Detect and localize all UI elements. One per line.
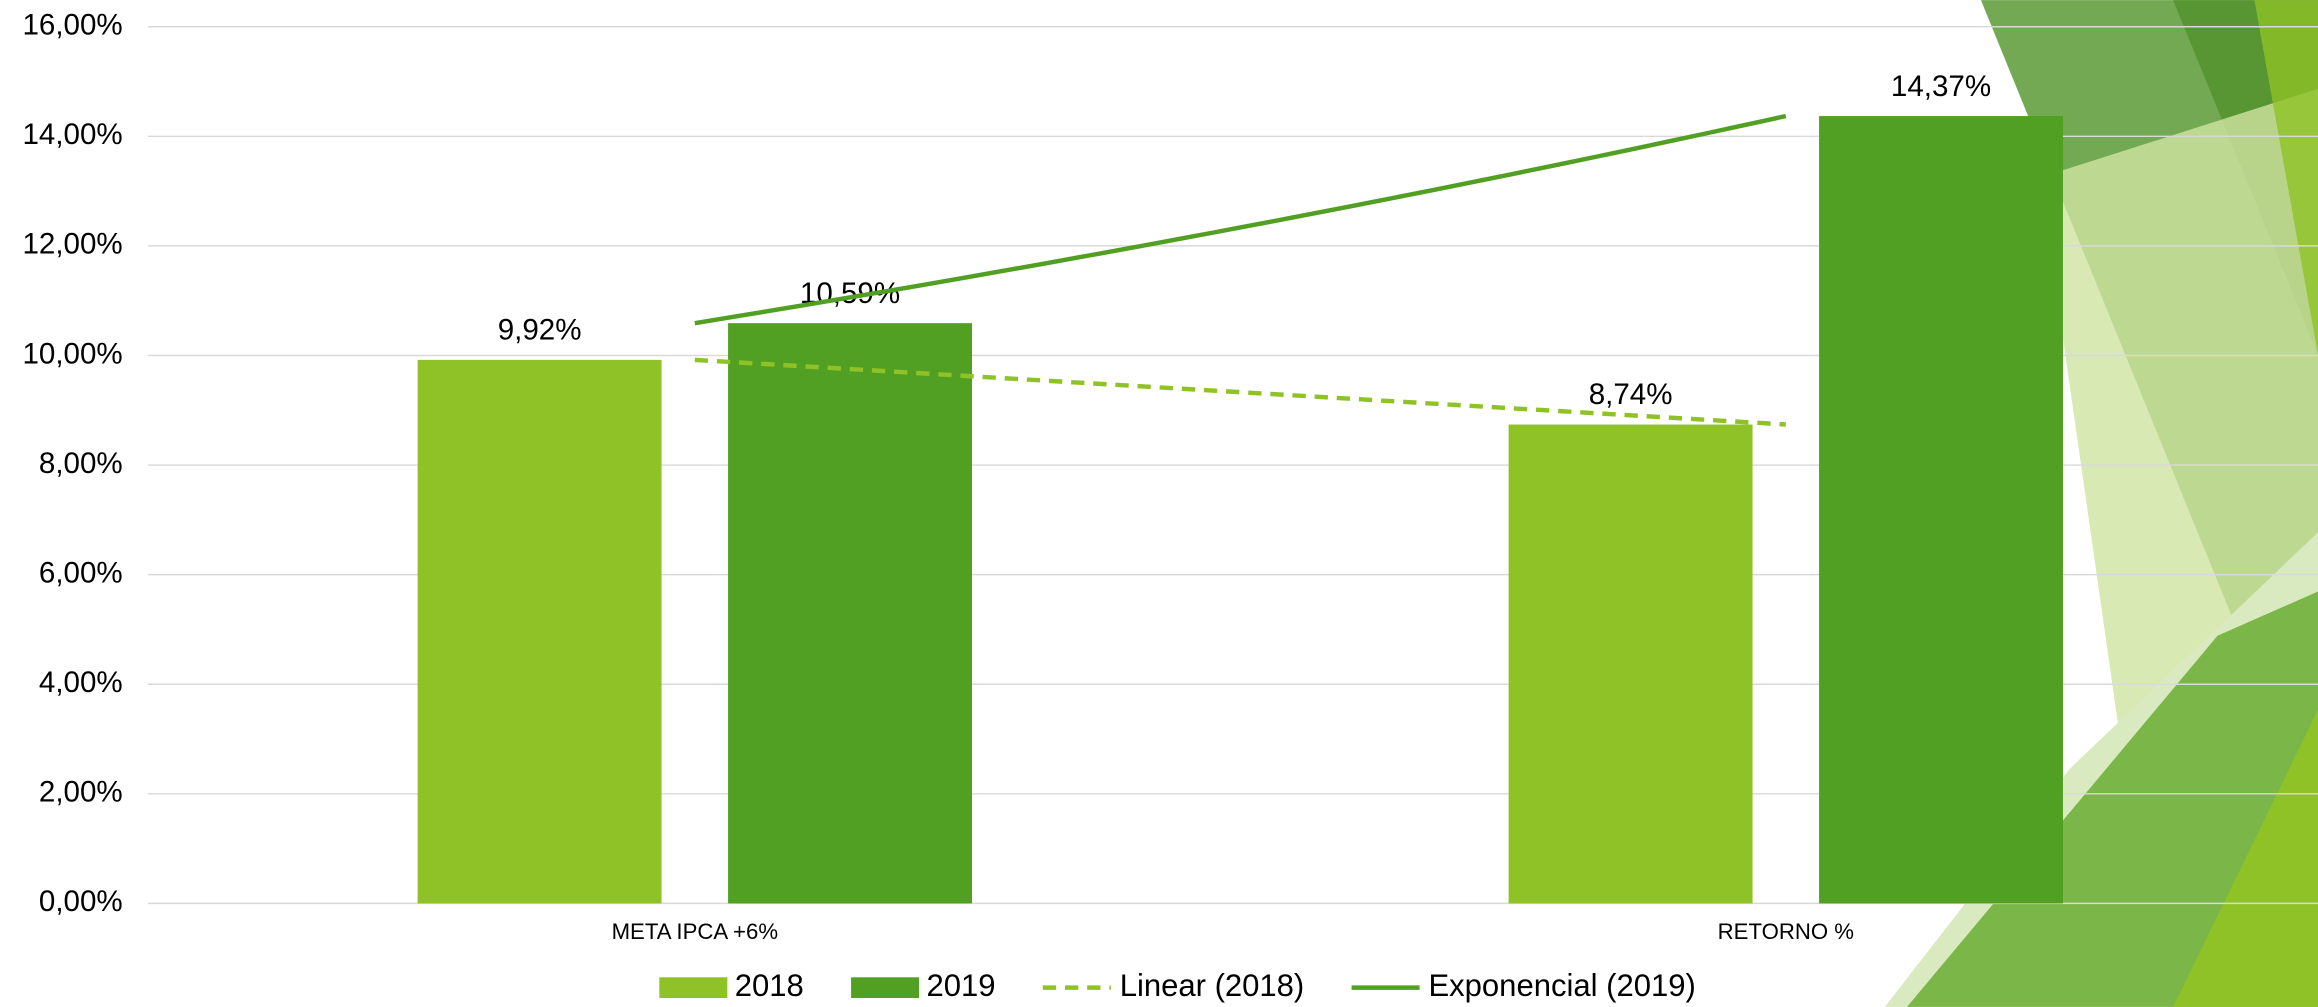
trendline (694, 357, 1786, 427)
legend-label: Exponencial (2019) (1428, 968, 1695, 1003)
y-tick-label: 10,00% (22, 337, 122, 370)
x-tick-label: RETORNO % (1718, 919, 1854, 944)
value-label: 14,37% (1891, 70, 1991, 103)
legend-swatch (659, 977, 728, 998)
bar (1508, 424, 1753, 904)
value-label: 9,92% (498, 314, 582, 347)
value-label: 8,74% (1589, 378, 1673, 411)
y-tick-label: 12,00% (22, 228, 122, 261)
bar (728, 323, 972, 904)
y-tick-label: 16,00% (22, 9, 122, 42)
y-tick-label: 6,00% (39, 556, 123, 589)
y-tick-label: 0,00% (39, 885, 123, 918)
x-tick-label: META IPCA +6% (612, 919, 778, 944)
trendline (694, 113, 1787, 326)
bar (417, 359, 662, 904)
legend-label: 2018 (735, 968, 804, 1003)
legend-swatch (851, 977, 920, 998)
legend-label: 2019 (926, 968, 995, 1003)
bar (1819, 116, 2063, 904)
y-tick-label: 8,00% (39, 447, 123, 480)
y-tick-label: 4,00% (39, 666, 123, 699)
legend-label: Linear (2018) (1120, 968, 1305, 1003)
y-tick-label: 14,00% (22, 118, 122, 151)
y-tick-label: 2,00% (39, 776, 123, 809)
